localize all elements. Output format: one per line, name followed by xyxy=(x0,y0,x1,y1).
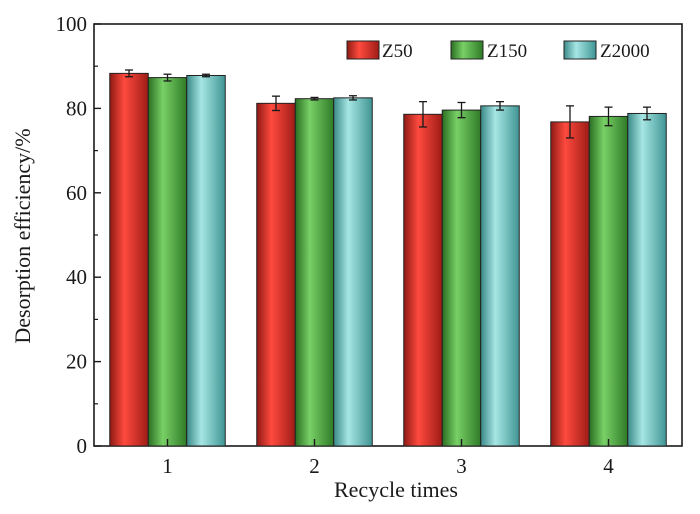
bar-z2000-3 xyxy=(480,105,520,447)
legend-label-z2000: Z2000 xyxy=(600,41,650,62)
y-tick-label: 80 xyxy=(66,96,87,120)
error-bar-z150-4 xyxy=(604,106,613,127)
bars xyxy=(109,72,667,447)
legend-swatch-z2000 xyxy=(563,40,597,60)
error-bar-z150-2 xyxy=(310,96,319,101)
bar-z150-3 xyxy=(441,109,482,447)
y-tick-label: 40 xyxy=(66,265,87,289)
legend-swatch-z150 xyxy=(450,40,484,60)
bar-z50-1 xyxy=(109,72,149,447)
bar-z2000-2 xyxy=(333,97,373,447)
y-tick-label: 60 xyxy=(66,181,87,205)
x-tick-label: 2 xyxy=(309,454,320,478)
error-bar-z150-1 xyxy=(163,73,172,82)
legend-swatch-z50 xyxy=(346,40,380,60)
bar-z150-1 xyxy=(147,77,188,447)
bar-z2000-1 xyxy=(186,74,226,447)
x-tick-label: 3 xyxy=(456,454,467,478)
y-axis-title: Desorption efficiency/% xyxy=(10,128,35,343)
error-bar-z50-1 xyxy=(125,69,133,78)
bar-z50-2 xyxy=(256,102,296,447)
y-tick-label: 0 xyxy=(77,434,88,458)
bar-z150-2 xyxy=(294,98,335,447)
legend-label-z50: Z50 xyxy=(382,41,413,62)
axes: 0 20 40 60 80 100 1 2 3 4 xyxy=(56,12,615,478)
error-bar-z2000-4 xyxy=(643,106,651,121)
bar-z2000-4 xyxy=(627,112,667,447)
error-bar-z50-3 xyxy=(419,100,427,128)
error-bar-z150-3 xyxy=(457,101,466,119)
error-bar-z2000-3 xyxy=(496,100,504,111)
error-bar-z50-2 xyxy=(272,95,280,112)
bar-z150-4 xyxy=(588,115,629,447)
x-tick-label: 1 xyxy=(162,454,173,478)
error-bar-z50-4 xyxy=(566,105,574,139)
legend-label-z150: Z150 xyxy=(487,41,527,62)
y-tick-label: 20 xyxy=(66,350,87,374)
error-bars xyxy=(125,69,651,139)
error-bar-z2000-2 xyxy=(349,95,357,101)
x-tick-label: 4 xyxy=(603,454,614,478)
legend: Z50 Z150 Z2000 xyxy=(346,40,650,62)
error-bar-z2000-1 xyxy=(202,73,210,78)
x-axis-title: Recycle times xyxy=(334,477,458,502)
y-tick-label: 100 xyxy=(56,12,88,36)
bar-z50-4 xyxy=(550,121,590,447)
bar-z50-3 xyxy=(403,113,443,447)
